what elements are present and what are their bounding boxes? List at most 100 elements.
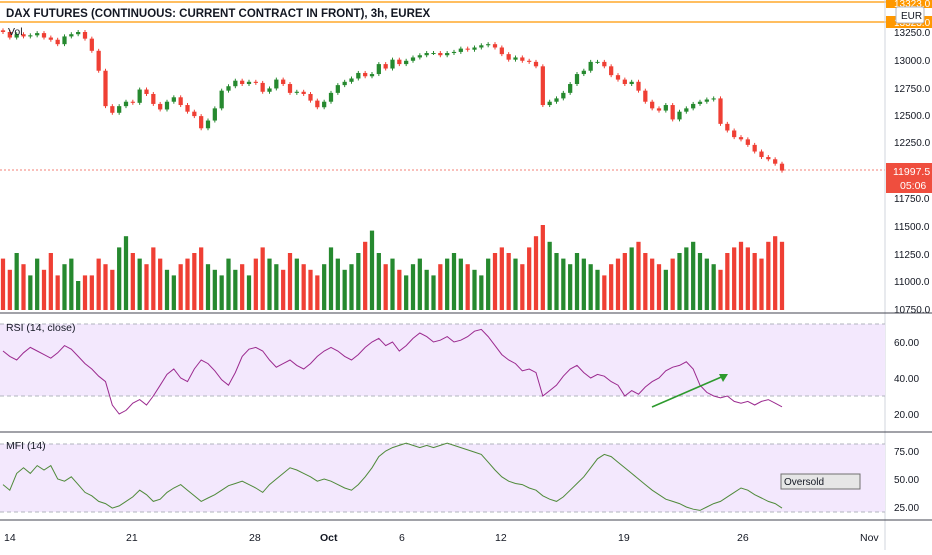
volume-bar (390, 258, 395, 310)
candle-body (335, 85, 340, 93)
volume-bar (636, 241, 641, 310)
volume-bar (274, 264, 279, 310)
candle-body (568, 84, 573, 93)
volume-bar (492, 253, 498, 310)
candle-body (738, 137, 744, 140)
candle-body (69, 34, 74, 37)
volume-bar (718, 269, 723, 310)
candle-body (602, 61, 607, 67)
oversold-box[interactable] (780, 473, 861, 490)
volume-bar (281, 269, 286, 310)
candle-body (499, 47, 504, 55)
last-price-badge (886, 163, 932, 193)
candle-body (103, 70, 108, 107)
volume-bar (55, 275, 60, 310)
candle-body (110, 106, 115, 113)
volume-bar (117, 247, 122, 310)
candle-body (622, 79, 627, 85)
candle-body (691, 103, 696, 109)
candle-body (226, 86, 231, 91)
candle-body (615, 75, 621, 80)
volume-bar (629, 247, 634, 310)
candle-body (363, 72, 368, 77)
volume-bar (48, 253, 53, 310)
volume-bar (103, 264, 108, 310)
price-tick: 13250.0 (894, 28, 931, 39)
candle-body (390, 59, 395, 69)
rsi-line (2, 328, 783, 415)
candle-body (670, 105, 675, 120)
volume-bar (663, 269, 668, 310)
volume-bar (424, 269, 429, 310)
volume-bar (14, 253, 19, 310)
price-tick: 11000.0 (894, 277, 930, 288)
time-label: Oct (320, 532, 338, 544)
candle-body (287, 84, 293, 93)
candle-body (199, 116, 204, 129)
time-axis[interactable]: 14 21 28 Oct 6 12 19 26 Nov (4, 532, 879, 544)
volume-bar (287, 253, 293, 310)
candle-body (212, 108, 217, 121)
mfi-band (0, 444, 885, 512)
volume-bar (643, 253, 648, 310)
volume-bar (192, 253, 197, 310)
rsi-label: RSI (14, close) (6, 322, 75, 334)
time-label: 19 (618, 532, 630, 544)
volume-bar (677, 253, 682, 310)
volume-bar (547, 241, 552, 310)
volume-bar (602, 275, 607, 310)
volume-bar (69, 258, 74, 310)
currency-button[interactable] (895, 6, 925, 24)
volume-bar (472, 269, 477, 310)
candle-body (89, 38, 94, 51)
mfi-pane[interactable]: MFI (14) Oversold 75.00 50.00 25.00 (0, 440, 919, 514)
candle-body (55, 39, 60, 45)
volume-bar (568, 264, 573, 310)
volume-bar (588, 264, 593, 310)
volume-bar (520, 264, 525, 310)
volume-bar (465, 264, 470, 310)
volume-bar (41, 269, 47, 310)
rsi-pane[interactable]: RSI (14, close) 60.00 40.00 20.00 (0, 322, 919, 421)
price-tick: 12500.0 (894, 111, 931, 122)
price-axis[interactable]: 13323.0 13323.0 EUR 13250.0 13000.0 1275… (884, 0, 932, 550)
candle-body (397, 59, 402, 65)
candle-body (322, 101, 327, 108)
volume-bar (397, 269, 402, 310)
candle-body (506, 54, 511, 60)
candle-body (697, 101, 703, 104)
volume-bar (404, 275, 409, 310)
volume-bar (7, 269, 12, 310)
volume-bar (773, 236, 778, 310)
time-label: Nov (860, 532, 879, 544)
annotation-price-tag-1 (886, 0, 932, 8)
candle-body (581, 70, 586, 75)
volume-bar (164, 269, 170, 310)
candle-body (274, 79, 279, 89)
candle-body (410, 57, 416, 61)
price-pane[interactable] (0, 1, 932, 310)
volume-bar (301, 264, 306, 310)
candle-body (404, 60, 409, 65)
volume-bar (622, 253, 627, 310)
volume-bar (670, 258, 675, 310)
volume-bar (267, 258, 272, 310)
price-tick: 10750.0 (894, 305, 931, 316)
candle-body (561, 92, 566, 99)
candle-body (711, 98, 716, 100)
time-label: 14 (4, 532, 16, 544)
arrow-head-icon (719, 374, 728, 382)
candle-body (21, 34, 26, 37)
candle-body (424, 53, 429, 56)
trend-arrow[interactable] (651, 374, 727, 408)
volume-bar (35, 258, 40, 310)
volume-bar (383, 264, 388, 310)
candle-body (520, 57, 525, 61)
volume-bar (376, 253, 381, 310)
candle-body (281, 79, 286, 85)
candle-body (342, 81, 347, 86)
volume-bar (28, 275, 33, 310)
volume-bar (438, 264, 443, 310)
volume-bar (178, 264, 183, 310)
